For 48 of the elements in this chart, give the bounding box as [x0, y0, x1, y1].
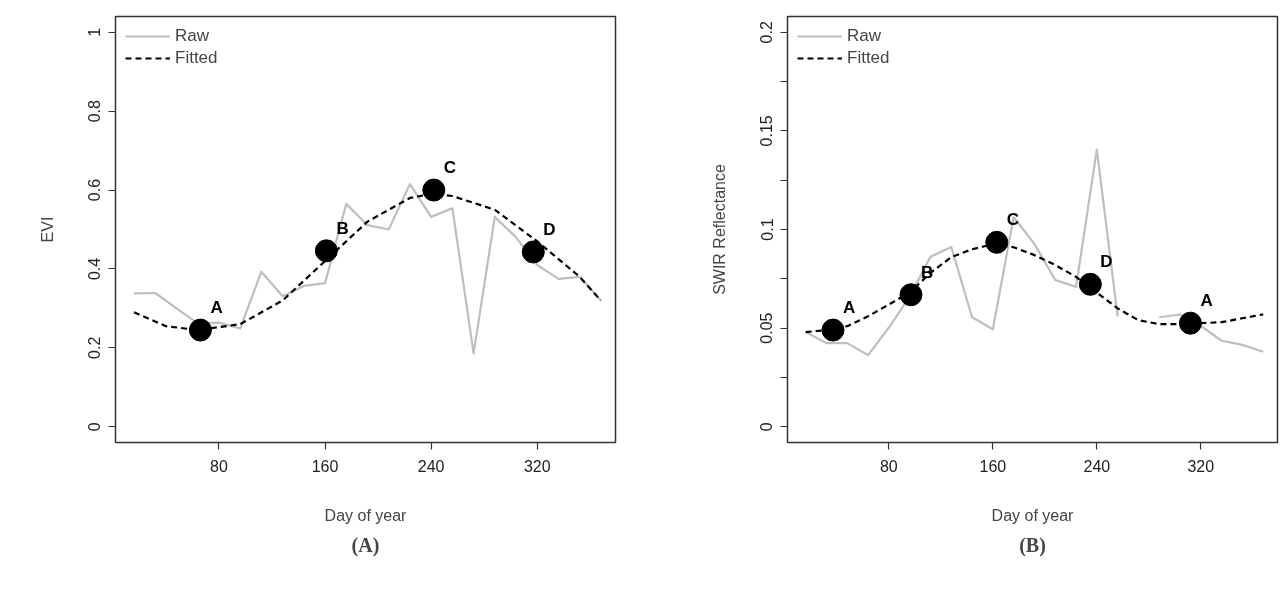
point [1178, 311, 1202, 335]
text: (A) [351, 533, 380, 557]
legend-label: Fitted [175, 48, 218, 68]
point [821, 318, 845, 342]
y-tick-label: 0 [86, 422, 104, 432]
y-tick-label: 0.1 [758, 218, 776, 241]
point [521, 240, 545, 264]
y-tick-label: 0.2 [758, 21, 776, 44]
point [899, 283, 923, 307]
x-axis-title: Day of year [991, 506, 1075, 524]
legend-label: Fitted [847, 48, 890, 68]
annotation: C [443, 158, 457, 178]
point [422, 178, 446, 202]
annotation: C [1006, 210, 1020, 230]
annotation: A [210, 298, 223, 318]
x-tick-label: 80 [879, 457, 898, 475]
x-tick-label: 240 [1083, 457, 1111, 475]
annotation: D [543, 219, 556, 239]
x-tick-label: 160 [311, 457, 339, 475]
point [188, 318, 212, 342]
y-tick-label: 1 [86, 27, 104, 37]
annotation: B [336, 218, 349, 238]
y-tick-label: 0 [758, 422, 776, 432]
legend-label: Raw [175, 26, 210, 46]
y-tick-label: 0.15 [758, 115, 776, 147]
legend-label: Raw [847, 26, 882, 46]
point [985, 230, 1009, 254]
y-tick-label: 0.8 [86, 99, 104, 123]
y-tick-label: 0.05 [758, 312, 776, 344]
x-tick-label: 320 [1187, 457, 1215, 475]
x-tick-label: 80 [210, 457, 228, 475]
x-tick-label: 240 [417, 457, 445, 475]
y-tick-label: 0.6 [86, 178, 104, 202]
point [314, 239, 338, 263]
annotation: A [842, 298, 856, 318]
y-tick-label: 0.4 [86, 257, 104, 281]
annotation: D [1100, 252, 1113, 272]
annotation: A [1200, 291, 1213, 311]
x-tick-label: 160 [979, 457, 1007, 475]
point [1078, 272, 1102, 296]
line-series [132, 183, 603, 355]
x-axis-title: Day of year [324, 506, 408, 524]
y-tick-label: 0.2 [86, 336, 104, 359]
annotation: B [920, 262, 934, 282]
text: (B) [1019, 533, 1046, 557]
x-tick-label: 320 [523, 457, 551, 475]
y-axis-title: EVI [38, 216, 56, 243]
y-axis-title: SWIR Reflectance [710, 164, 728, 295]
